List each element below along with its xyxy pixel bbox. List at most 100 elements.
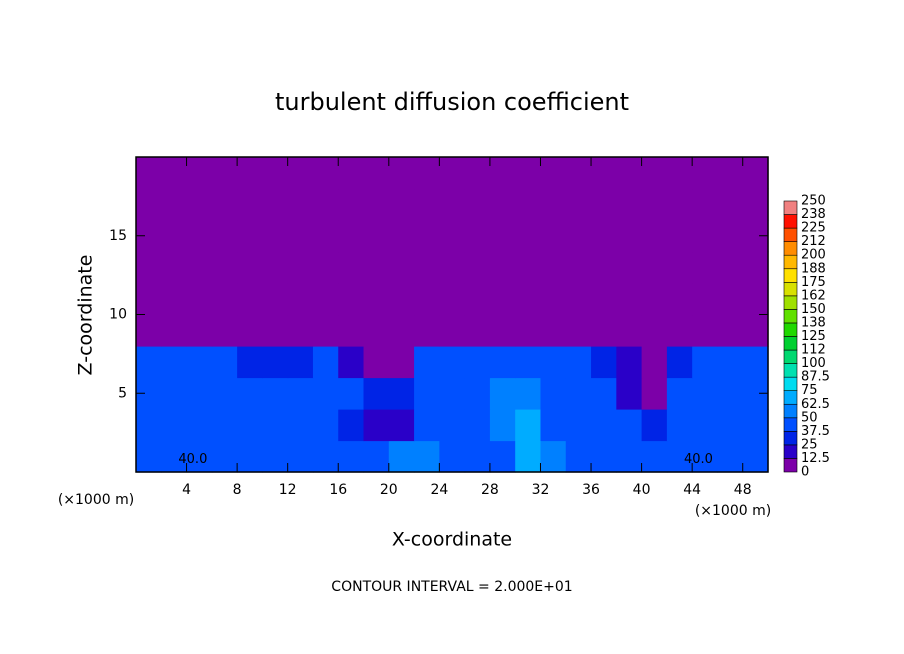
cell [666,283,693,316]
x-tick-label: 40 [633,482,651,498]
cell [692,409,719,442]
cell [363,251,390,284]
contour-label: 40.0 [684,452,713,467]
cell [515,314,542,347]
cell [717,251,744,284]
cell [489,251,516,284]
colorbar-label: 200 [801,248,826,263]
colorbar-label: 150 [801,302,826,317]
cell [666,314,693,347]
cell [742,251,769,284]
cell [287,157,314,190]
cell [186,251,213,284]
cell [439,283,466,316]
cell [161,440,188,473]
colorbar-box [783,281,798,297]
cell [565,377,592,410]
cell [591,157,617,190]
cell [388,251,415,284]
cell [515,220,542,253]
cell [186,440,213,473]
cell [287,251,314,284]
cell [136,314,162,347]
colorbar-label: 188 [801,261,826,276]
cell [211,377,238,410]
cell [439,251,466,284]
cell [262,314,289,347]
cell [211,346,238,379]
cell [388,409,415,442]
cell [312,157,339,190]
cell [287,314,314,347]
colorbar-label: 0 [801,465,809,480]
cell [439,440,466,473]
cell [641,220,668,253]
cell [237,314,263,347]
cell [515,157,542,190]
cell [414,346,440,379]
cell [287,283,314,316]
cell [464,188,491,221]
cell [338,346,365,379]
cell [717,188,744,221]
cell [262,283,289,316]
cell [237,346,263,379]
cell [363,283,390,316]
cell [616,409,643,442]
cell [616,188,643,221]
cell [489,188,516,221]
cell [641,283,668,316]
cell [262,251,289,284]
cell [742,346,769,379]
cell [717,409,744,442]
cell [262,409,289,442]
x-tick-label: 24 [430,482,448,498]
cell [414,440,440,473]
cell [616,314,643,347]
cell [161,157,188,190]
colorbar-box [783,444,798,459]
cell [161,188,188,221]
cell [388,188,415,221]
cell [186,283,213,316]
contour-interval: CONTOUR INTERVAL = 2.000E+01 [331,579,572,595]
cell [666,440,693,473]
cell [161,346,188,379]
cell [161,409,188,442]
cell [641,440,668,473]
cell [489,220,516,253]
cell [464,157,491,190]
cell [211,440,238,473]
cell [666,220,693,253]
colorbar-box [783,376,798,391]
cell [439,314,466,347]
colorbar-label: 75 [801,383,818,398]
cell [363,409,390,442]
axis-unit: (×1000 m) [695,503,771,519]
cell [136,251,162,284]
colorbar-box [783,241,798,256]
colorbar-box [783,200,798,215]
axis-unit: (×1000 m) [58,492,134,508]
cell [312,188,339,221]
cell [439,409,466,442]
cell [692,188,719,221]
cell [540,314,567,347]
x-tick-label: 4 [182,482,191,498]
cell [237,440,263,473]
cell [464,440,491,473]
cell [186,220,213,253]
cell [388,440,415,473]
cell [717,220,744,253]
cell [540,346,567,379]
cell [414,283,440,316]
cell [186,157,213,190]
colorbar-label: 112 [801,343,826,358]
cell [591,409,617,442]
cell [717,377,744,410]
cell [211,283,238,316]
cell [262,157,289,190]
cell [742,409,769,442]
cell [565,157,592,190]
